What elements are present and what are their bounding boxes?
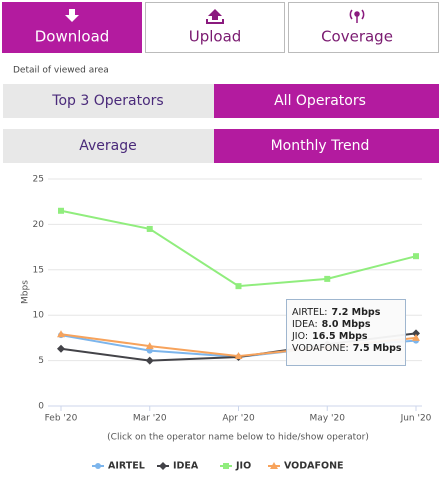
marker xyxy=(145,342,154,350)
coverage-icon xyxy=(349,9,365,23)
tooltip-row: AIRTEL: 7.2 Mbps xyxy=(292,307,381,318)
legend: AIRTEL IDEA JIO VODAFONE xyxy=(92,461,344,472)
x-tick-label: Mar '20 xyxy=(133,414,167,424)
x-tick-label: Feb '20 xyxy=(45,414,78,424)
button-label[interactable]: Monthly Trend xyxy=(271,138,370,154)
tooltip-value: 8.0 Mbps xyxy=(322,319,371,330)
y-tick-label: 25 xyxy=(33,175,44,185)
tab-label[interactable]: Upload xyxy=(189,28,242,46)
marker xyxy=(270,462,278,469)
marker xyxy=(413,253,419,260)
legend-item[interactable]: IDEA xyxy=(157,461,199,472)
legend-label: AIRTEL xyxy=(108,461,145,472)
legend-item[interactable]: VODAFONE xyxy=(268,461,344,472)
tooltip-box xyxy=(286,299,406,366)
tooltip-row: IDEA: 8.0 Mbps xyxy=(292,319,371,330)
tab-coverage[interactable] xyxy=(288,2,439,53)
y-axis-label: Mbps xyxy=(21,280,31,304)
tooltip-label: IDEA: xyxy=(292,319,318,330)
marker xyxy=(146,225,153,232)
button-label[interactable]: Average xyxy=(79,138,137,154)
tooltip-value: 7.5 Mbps xyxy=(353,343,402,354)
x-tick-label: May '20 xyxy=(310,414,346,424)
legend-label: JIO xyxy=(235,461,251,472)
y-tick-label: 0 xyxy=(38,402,44,412)
marker xyxy=(412,333,420,341)
y-tick-label: 15 xyxy=(33,265,44,275)
legend-item[interactable]: AIRTEL xyxy=(92,461,145,472)
y-tick-label: 10 xyxy=(33,311,45,321)
download-icon xyxy=(65,9,79,22)
series xyxy=(58,207,419,290)
button-label[interactable]: Top 3 Operators xyxy=(51,93,163,109)
x-tick-label: Apr '20 xyxy=(222,414,255,424)
y-tick-label: 20 xyxy=(33,220,45,230)
button[interactable] xyxy=(3,84,214,118)
marker xyxy=(146,347,153,354)
line xyxy=(60,209,417,288)
marker xyxy=(324,275,331,282)
legend-label: VODAFONE xyxy=(284,461,344,472)
tooltip-value: 7.2 Mbps xyxy=(332,307,381,318)
marker xyxy=(234,352,243,360)
tooltip-value: 16.5 Mbps xyxy=(312,331,368,342)
note: (Click on the operator name below to hid… xyxy=(107,433,369,443)
upload-icon xyxy=(206,9,224,24)
tooltip-row: VODAFONE: 7.5 Mbps xyxy=(292,343,402,354)
button[interactable] xyxy=(3,129,214,163)
button-label[interactable]: All Operators xyxy=(274,93,366,109)
x-tick-label: Jun '20 xyxy=(400,414,432,424)
marker xyxy=(57,330,65,338)
tab-label[interactable]: Coverage xyxy=(321,28,393,46)
marker xyxy=(58,207,64,214)
legend-label: IDEA xyxy=(173,461,199,472)
tooltip-label: AIRTEL: xyxy=(292,307,328,318)
tooltip-label: JIO: xyxy=(291,331,308,342)
tooltip: AIRTEL: 7.2 Mbps IDEA: 8.0 Mbps JIO: 16.5 Mbp… xyxy=(286,299,406,366)
button-active[interactable] xyxy=(214,84,439,118)
marker xyxy=(95,463,101,469)
tooltip-label: VODAFONE: xyxy=(292,343,349,354)
tab-label[interactable]: Download xyxy=(35,28,110,46)
marker xyxy=(412,329,420,338)
marker xyxy=(235,283,242,290)
caption: Detail of viewed area xyxy=(13,66,109,76)
marker xyxy=(145,356,154,365)
marker xyxy=(57,344,65,353)
legend-item[interactable]: JIO xyxy=(220,461,251,472)
marker xyxy=(159,462,167,470)
marker xyxy=(223,463,229,469)
y-tick-label: 5 xyxy=(38,356,44,366)
button-active[interactable] xyxy=(214,129,439,163)
tooltip-row: JIO: 16.5 Mbps xyxy=(291,331,368,342)
